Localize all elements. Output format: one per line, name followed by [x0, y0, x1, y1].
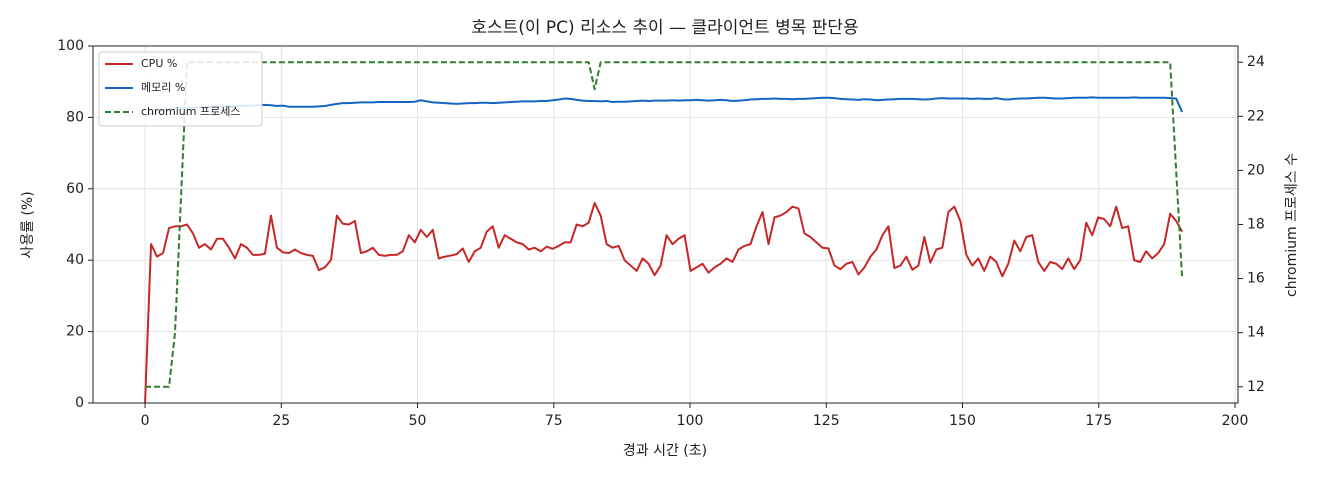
x-tick-label: 175 — [1085, 413, 1112, 429]
y2-tick-label: 24 — [1247, 54, 1265, 70]
y2-tick-label: 20 — [1247, 162, 1265, 178]
y2-tick-label: 16 — [1247, 271, 1265, 287]
y2-tick-label: 12 — [1247, 379, 1265, 395]
y-tick-label: 100 — [57, 38, 84, 54]
legend-label: CPU % — [141, 57, 177, 70]
chart-title: 호스트(이 PC) 리소스 추이 — 클라이언트 병목 판단용 — [471, 18, 858, 38]
y-tick-label: 80 — [66, 109, 84, 125]
x-tick-label: 25 — [272, 413, 290, 429]
y-tick-label: 60 — [66, 181, 84, 197]
x-tick-label: 0 — [141, 413, 150, 429]
x-axis-label: 경과 시간 (초) — [623, 443, 707, 459]
x-tick-label: 125 — [813, 413, 840, 429]
x-tick-label: 100 — [677, 413, 704, 429]
x-tick-label: 200 — [1222, 413, 1249, 429]
legend-label: 메모리 % — [141, 81, 185, 94]
y2-tick-label: 14 — [1247, 325, 1265, 341]
legend-box — [98, 51, 263, 127]
x-tick-label: 150 — [949, 413, 976, 429]
legend-label: chromium 프로세스 — [141, 105, 240, 118]
plot-frame — [92, 45, 1239, 404]
x-tick-label: 50 — [409, 413, 427, 429]
y-tick-label: 20 — [66, 324, 84, 340]
y2-axis-label: chromium 프로세스 수 — [1284, 153, 1300, 297]
series-line — [144, 202, 1184, 404]
x-tick-label: 75 — [545, 413, 563, 429]
y2-tick-label: 22 — [1247, 108, 1265, 124]
y-tick-label: 40 — [66, 252, 84, 268]
y-tick-label: 0 — [75, 395, 84, 411]
y-axis-label: 사용률 (%) — [20, 191, 36, 258]
series-line — [144, 96, 1184, 117]
series-line — [145, 61, 1184, 388]
y2-tick-label: 18 — [1247, 217, 1265, 233]
legend: CPU % 메모리 % chromium 프로세스 — [98, 51, 263, 127]
